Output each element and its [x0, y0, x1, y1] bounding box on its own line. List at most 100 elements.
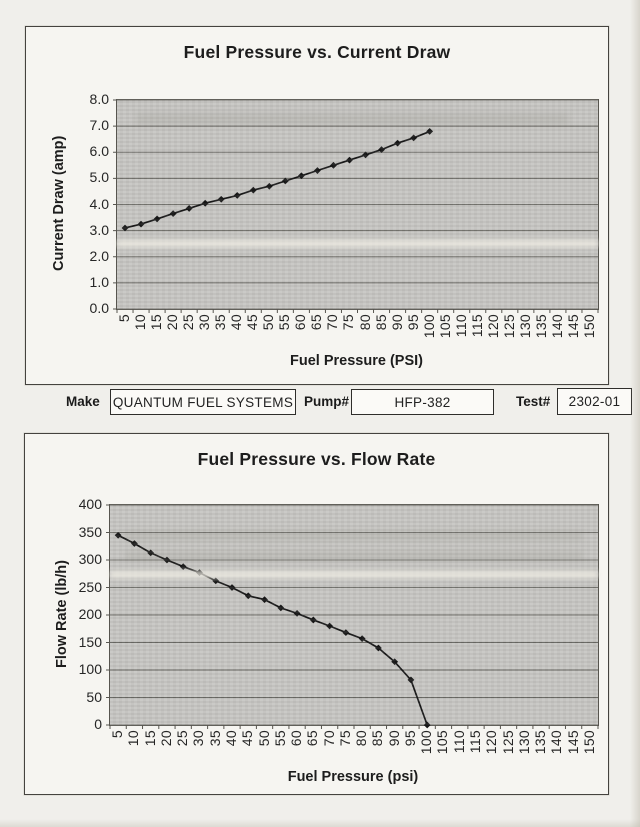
y-tick-label: 50 [86, 688, 102, 705]
data-point-marker [212, 577, 220, 585]
x-tick-label: 15 [148, 314, 165, 331]
y-tick-label: 6.0 [89, 143, 109, 160]
data-point-marker [314, 167, 321, 174]
data-point-marker [330, 161, 337, 169]
data-point-marker [375, 644, 382, 652]
data-point-marker [244, 592, 252, 600]
y-tick-label: 350 [78, 523, 102, 540]
y-axis-title: Current Draw (amp) [51, 135, 67, 272]
x-tick-label: 5 [109, 730, 126, 739]
x-tick-label: 105 [436, 314, 453, 339]
data-point-marker [297, 172, 305, 180]
x-tick-label: 25 [180, 314, 197, 331]
y-tick-label: 7.0 [89, 117, 109, 134]
y-tick-label: 100 [78, 661, 102, 677]
data-point-marker [131, 540, 138, 547]
x-tick-label: 115 [467, 730, 483, 754]
x-tick-label: 85 [372, 314, 389, 331]
x-tick-label: 50 [255, 730, 272, 747]
test-number-label: Test# [516, 394, 551, 409]
data-point-marker [394, 139, 401, 147]
x-tick-label: 100 [418, 730, 435, 755]
x-axis-title: Fuel Pressure (PSI) [290, 353, 423, 369]
y-tick-label: 250 [78, 578, 102, 595]
chart-title: Fuel Pressure vs. Flow Rate [197, 449, 436, 469]
x-tick-label: 85 [369, 730, 386, 747]
y-tick-label: 0.0 [89, 300, 109, 316]
y-tick-label: 300 [78, 551, 102, 567]
y-tick-label: 150 [78, 633, 102, 650]
x-tick-label: 80 [356, 314, 373, 331]
x-tick-label: 110 [450, 730, 467, 754]
x-tick-label: 15 [141, 730, 158, 747]
y-tick-label: 8.0 [89, 91, 109, 107]
x-tick-label: 140 [548, 314, 565, 339]
flow-rate-chart: Fuel Pressure vs. Flow Rate Flow Rate (l… [24, 433, 609, 795]
data-point-marker [410, 134, 418, 142]
plot-area [113, 99, 599, 313]
data-point-marker [153, 215, 161, 223]
data-point-marker [137, 220, 145, 228]
x-axis-title: Fuel Pressure (psi) [287, 769, 419, 785]
x-tick-label: 140 [548, 730, 565, 755]
x-tick-label: 50 [260, 314, 277, 331]
data-point-marker [407, 676, 415, 684]
data-point-marker [423, 721, 431, 729]
x-tick-label: 45 [244, 314, 261, 331]
test-number-value-box: 2302-01 [557, 388, 632, 415]
x-tick-label: 60 [292, 314, 309, 331]
data-point-marker [391, 658, 399, 666]
x-tick-label: 20 [164, 314, 181, 331]
data-point-marker [326, 622, 333, 630]
x-tick-label: 150 [580, 730, 597, 755]
x-tick-label: 110 [452, 314, 469, 338]
data-point-marker [309, 616, 317, 624]
x-tick-label: 105 [434, 730, 451, 755]
x-tick-label: 55 [276, 314, 293, 331]
x-tick-label: 10 [125, 730, 142, 747]
x-tick-label: 70 [324, 314, 341, 331]
data-point-marker [169, 210, 177, 218]
series-line [117, 534, 428, 726]
x-tick-label: 80 [353, 730, 370, 747]
x-tick-label: 125 [499, 730, 516, 755]
x-tick-label: 75 [336, 730, 353, 747]
x-tick-label: 75 [340, 314, 357, 331]
data-point-marker [201, 199, 209, 207]
x-tick-label: 135 [532, 314, 549, 339]
y-tick-label: 0 [94, 716, 102, 732]
x-tick-label: 30 [190, 730, 207, 747]
x-tick-label: 95 [401, 730, 418, 747]
y-tick-label: 4.0 [89, 195, 109, 212]
pump-number-label: Pump# [304, 394, 350, 409]
x-tick-label: 35 [212, 314, 229, 331]
chart-title: Fuel Pressure vs. Current Draw [183, 42, 451, 62]
pump-number-value-box: HFP-382 [351, 389, 494, 415]
x-tick-label: 35 [206, 730, 223, 747]
current-draw-chart: Fuel Pressure vs. Current Draw Current D… [25, 26, 609, 385]
x-tick-label: 145 [564, 730, 581, 755]
y-tick-label: 5.0 [89, 169, 109, 186]
y-tick-label: 3.0 [89, 221, 109, 238]
x-tick-label: 95 [404, 314, 421, 331]
data-point-marker [196, 569, 203, 577]
data-point-marker [233, 191, 241, 199]
x-tick-label: 90 [385, 730, 402, 747]
data-point-marker [281, 177, 289, 185]
x-tick-label: 115 [468, 314, 485, 338]
x-tick-label: 70 [320, 730, 337, 747]
data-point-marker [378, 146, 385, 154]
x-tick-label: 60 [288, 730, 305, 747]
data-point-marker [147, 549, 155, 557]
x-tick-label: 65 [308, 314, 325, 331]
x-tick-label: 100 [420, 314, 437, 339]
x-tick-label: 135 [532, 730, 549, 755]
data-point-marker [228, 584, 236, 591]
data-point-marker [114, 531, 122, 539]
y-tick-label: 1.0 [89, 273, 109, 290]
data-point-marker [217, 195, 225, 203]
data-point-marker [362, 151, 369, 159]
y-tick-label: 2.0 [89, 247, 109, 264]
page-edge-shading [0, 819, 640, 827]
